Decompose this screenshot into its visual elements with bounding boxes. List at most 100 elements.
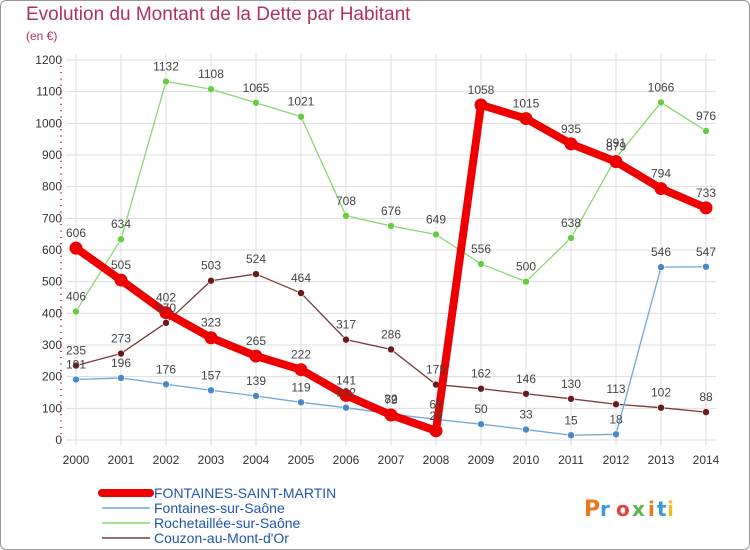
x-tick-label: 2007 <box>378 453 405 467</box>
data-label: 157 <box>201 368 221 382</box>
data-label: 1058 <box>468 83 495 97</box>
data-label: 222 <box>291 348 311 362</box>
data-label: 18 <box>609 412 623 426</box>
y-tick-label: 1200 <box>35 53 62 67</box>
x-tick-label: 2001 <box>108 453 135 467</box>
y-tick-label: 1000 <box>35 116 62 130</box>
data-label: 406 <box>66 289 86 303</box>
data-label: 1021 <box>288 95 315 109</box>
series-point <box>384 408 398 422</box>
series-point <box>207 386 215 395</box>
data-label: 370 <box>156 301 176 315</box>
x-tick-label: 2006 <box>333 453 360 467</box>
data-label: 130 <box>561 377 581 391</box>
series-point <box>297 289 305 297</box>
data-label: 547 <box>696 245 716 259</box>
axes: 0 100 200 300 400 500 600 700 800 900 1000 1100 1200… <box>35 53 719 467</box>
y-tick-label: 900 <box>42 148 62 162</box>
y-tick-label: 400 <box>42 306 62 320</box>
data-label: 464 <box>291 271 311 285</box>
data-label: 500 <box>516 260 536 274</box>
series-point <box>114 273 128 287</box>
x-tick-label: 2003 <box>198 453 225 467</box>
series-point <box>657 98 665 107</box>
data-label: 196 <box>111 356 131 370</box>
series-point <box>162 77 170 86</box>
data-label: 50 <box>474 402 488 416</box>
x-tick-label: 2009 <box>468 453 495 467</box>
x-tick-label: 2005 <box>288 453 315 467</box>
series-point <box>207 85 215 93</box>
series-point <box>159 306 173 320</box>
series-point <box>249 349 263 363</box>
logo-letter: x <box>632 497 645 521</box>
series-point <box>702 262 710 271</box>
series-point <box>474 98 488 112</box>
data-label: 638 <box>561 216 581 230</box>
data-label: 606 <box>66 226 86 240</box>
series-point <box>342 335 350 344</box>
series-point <box>252 98 260 107</box>
data-label: 88 <box>699 390 713 404</box>
series-point <box>567 395 575 403</box>
series-point <box>117 235 125 244</box>
y-tick-label: 800 <box>42 180 62 194</box>
data-label: 733 <box>696 186 716 200</box>
data-label: 102 <box>651 386 671 400</box>
x-tick-label: 2010 <box>513 453 540 467</box>
chart-title: Evolution du Montant de la Dette par Hab… <box>26 4 411 25</box>
series-point <box>342 403 350 412</box>
series-point <box>207 276 215 285</box>
series-point <box>294 363 308 377</box>
chart-subtitle: (en €) <box>26 29 58 43</box>
data-label: 323 <box>201 316 221 330</box>
series-point <box>297 398 305 407</box>
series-point <box>477 420 485 428</box>
series-point <box>204 331 218 345</box>
data-label: 29 <box>429 409 443 423</box>
y-tick-label: 700 <box>42 211 62 225</box>
data-label: 1132 <box>153 60 179 74</box>
data-label: 139 <box>246 374 266 388</box>
x-tick-label: 2012 <box>603 453 630 467</box>
series-point <box>654 182 668 196</box>
data-label: 708 <box>336 194 356 208</box>
series-point <box>387 222 395 230</box>
series-point <box>432 230 440 239</box>
series-point <box>69 241 83 255</box>
series-point <box>477 260 485 268</box>
series-point <box>657 403 665 412</box>
legend: FONTAINES-SAINT-MARTINFontaines-sur-Saôn… <box>98 485 336 546</box>
legend-label: Fontaines-sur-Saône <box>154 500 285 516</box>
data-label: 676 <box>381 204 401 218</box>
data-label: 82 <box>384 392 398 406</box>
series-point <box>297 112 305 121</box>
y-tick-label: 200 <box>42 370 62 384</box>
series-point <box>567 431 575 440</box>
y-tick-label: 100 <box>42 401 62 415</box>
data-label: 891 <box>606 136 626 150</box>
logo-letter: o <box>616 497 630 521</box>
series-point <box>564 137 578 151</box>
series-group <box>69 77 713 440</box>
data-label: 119 <box>291 380 310 394</box>
series-point <box>567 234 575 242</box>
data-label: 176 <box>156 362 176 376</box>
series-point <box>162 380 170 389</box>
data-label: 79 <box>384 393 398 407</box>
y-tick-label: 0 <box>55 433 62 447</box>
logo-letter: i <box>648 497 655 521</box>
series-point <box>702 408 710 416</box>
y-tick-label: 500 <box>42 275 62 289</box>
series-point <box>519 112 533 126</box>
logo-letter: P <box>584 497 600 522</box>
data-label: 102 <box>336 386 356 400</box>
series-point <box>657 263 665 271</box>
logo-letter: t <box>657 497 667 521</box>
data-label: 556 <box>471 242 491 256</box>
data-label: 273 <box>111 332 131 346</box>
data-label: 503 <box>201 259 221 273</box>
series-point <box>429 424 443 438</box>
